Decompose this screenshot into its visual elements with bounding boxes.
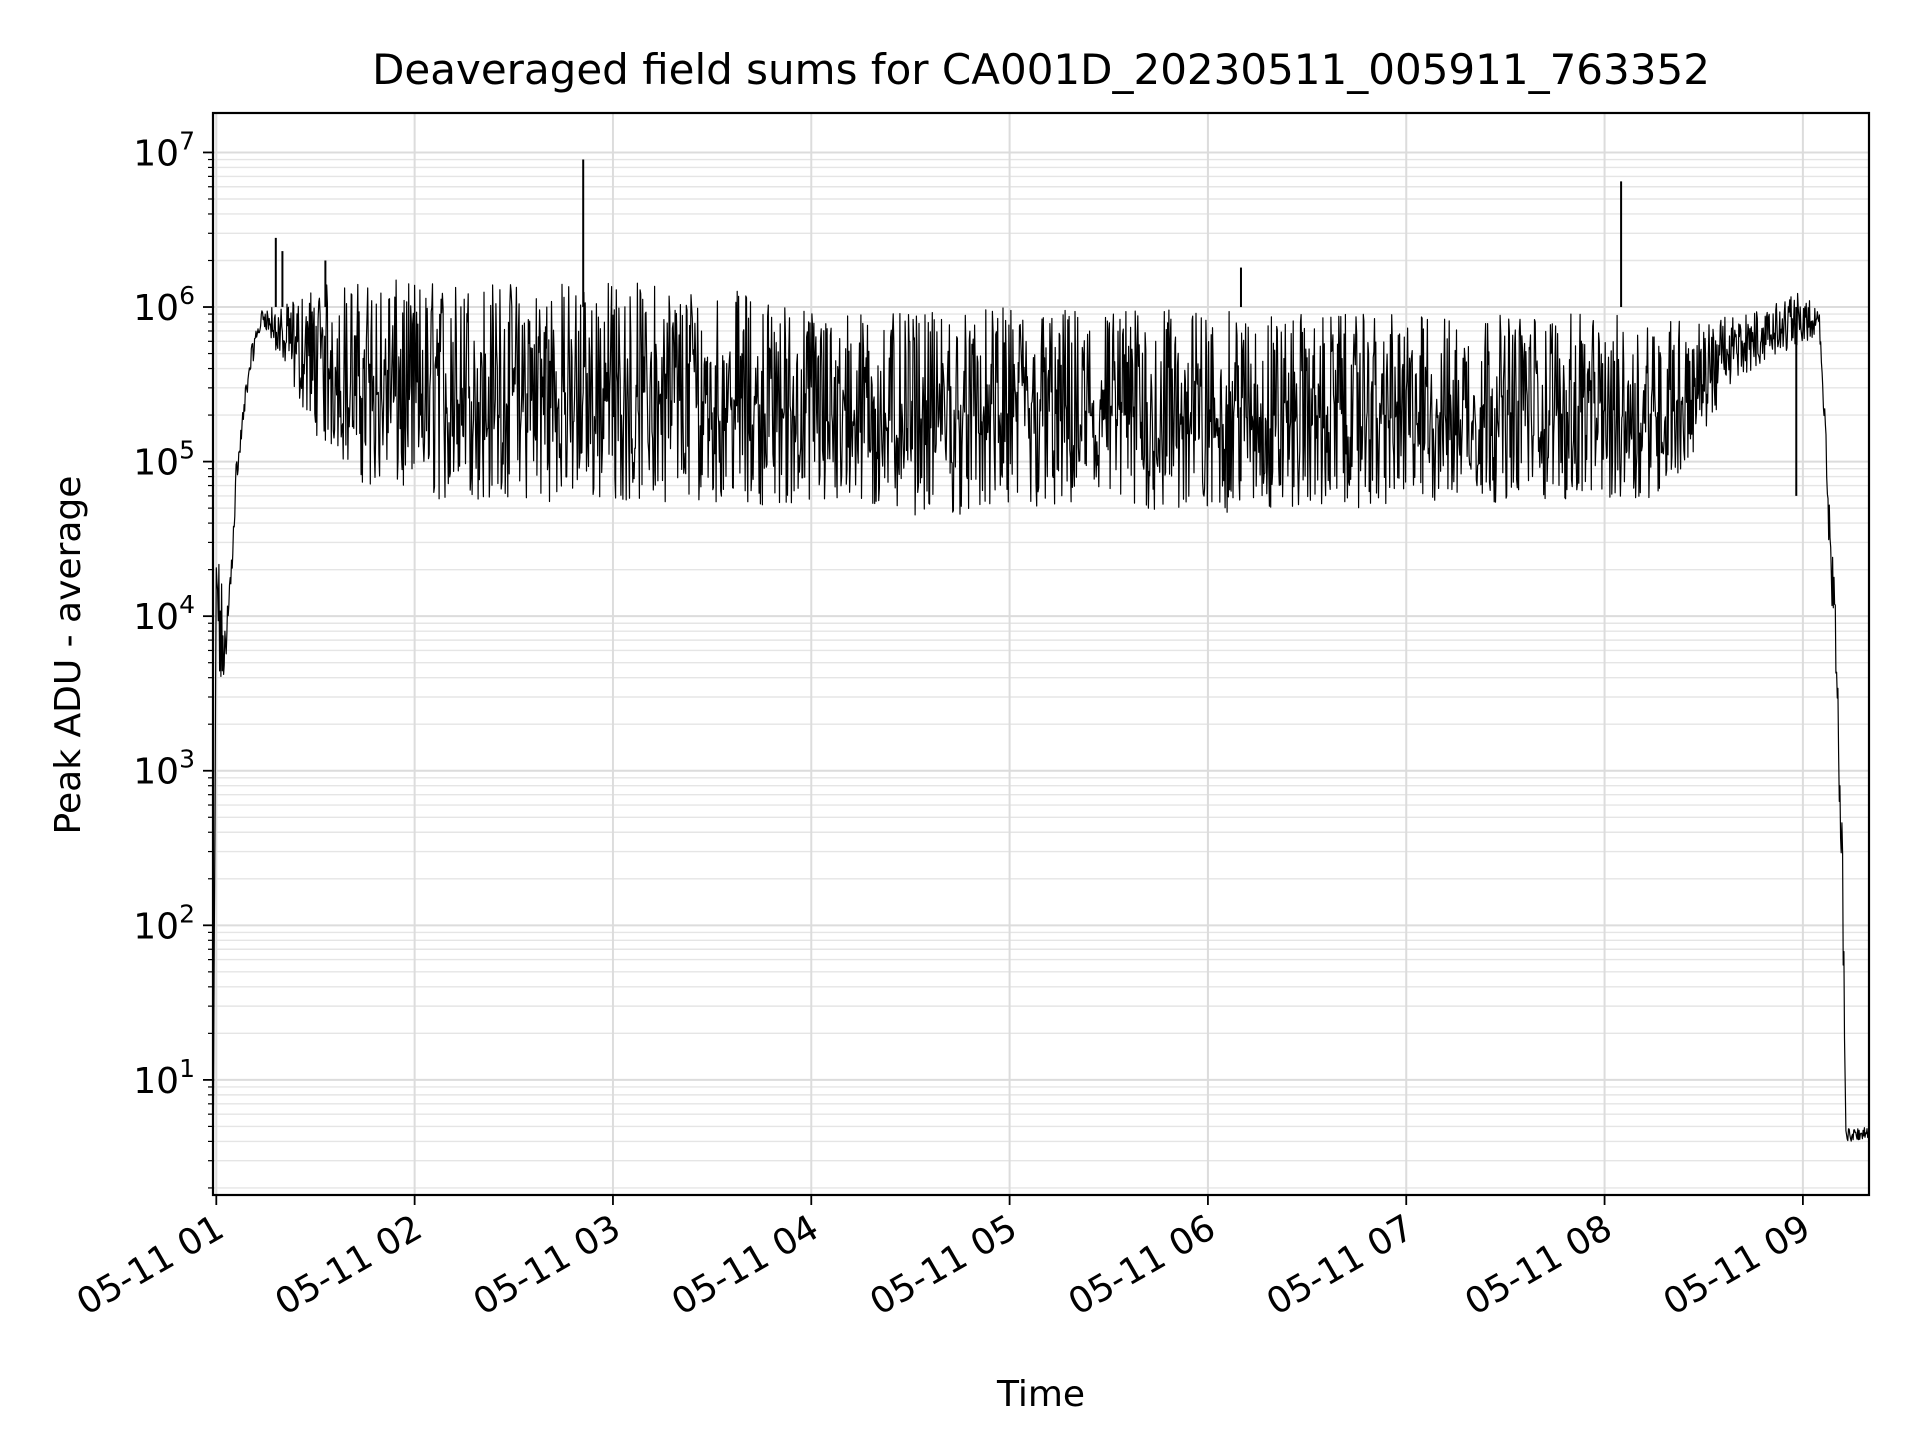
y-axis-label: Peak ADU - average (48, 476, 89, 835)
y-tick-label: 105 (133, 436, 195, 484)
data-series (212, 159, 1870, 1188)
chart-title: Deaveraged field sums for CA001D_2023051… (372, 45, 1710, 94)
y-tick-label: 103 (133, 745, 195, 793)
series-line (212, 279, 1870, 1188)
y-tick-label: 107 (133, 126, 195, 174)
y-tick-label: 104 (133, 590, 195, 638)
y-tick-label: 101 (133, 1054, 195, 1102)
plot-frame (211, 111, 1871, 1197)
y-tick-label: 102 (133, 899, 195, 947)
x-axis-label: Time (996, 1374, 1085, 1415)
y-tick-label: 106 (133, 281, 195, 329)
